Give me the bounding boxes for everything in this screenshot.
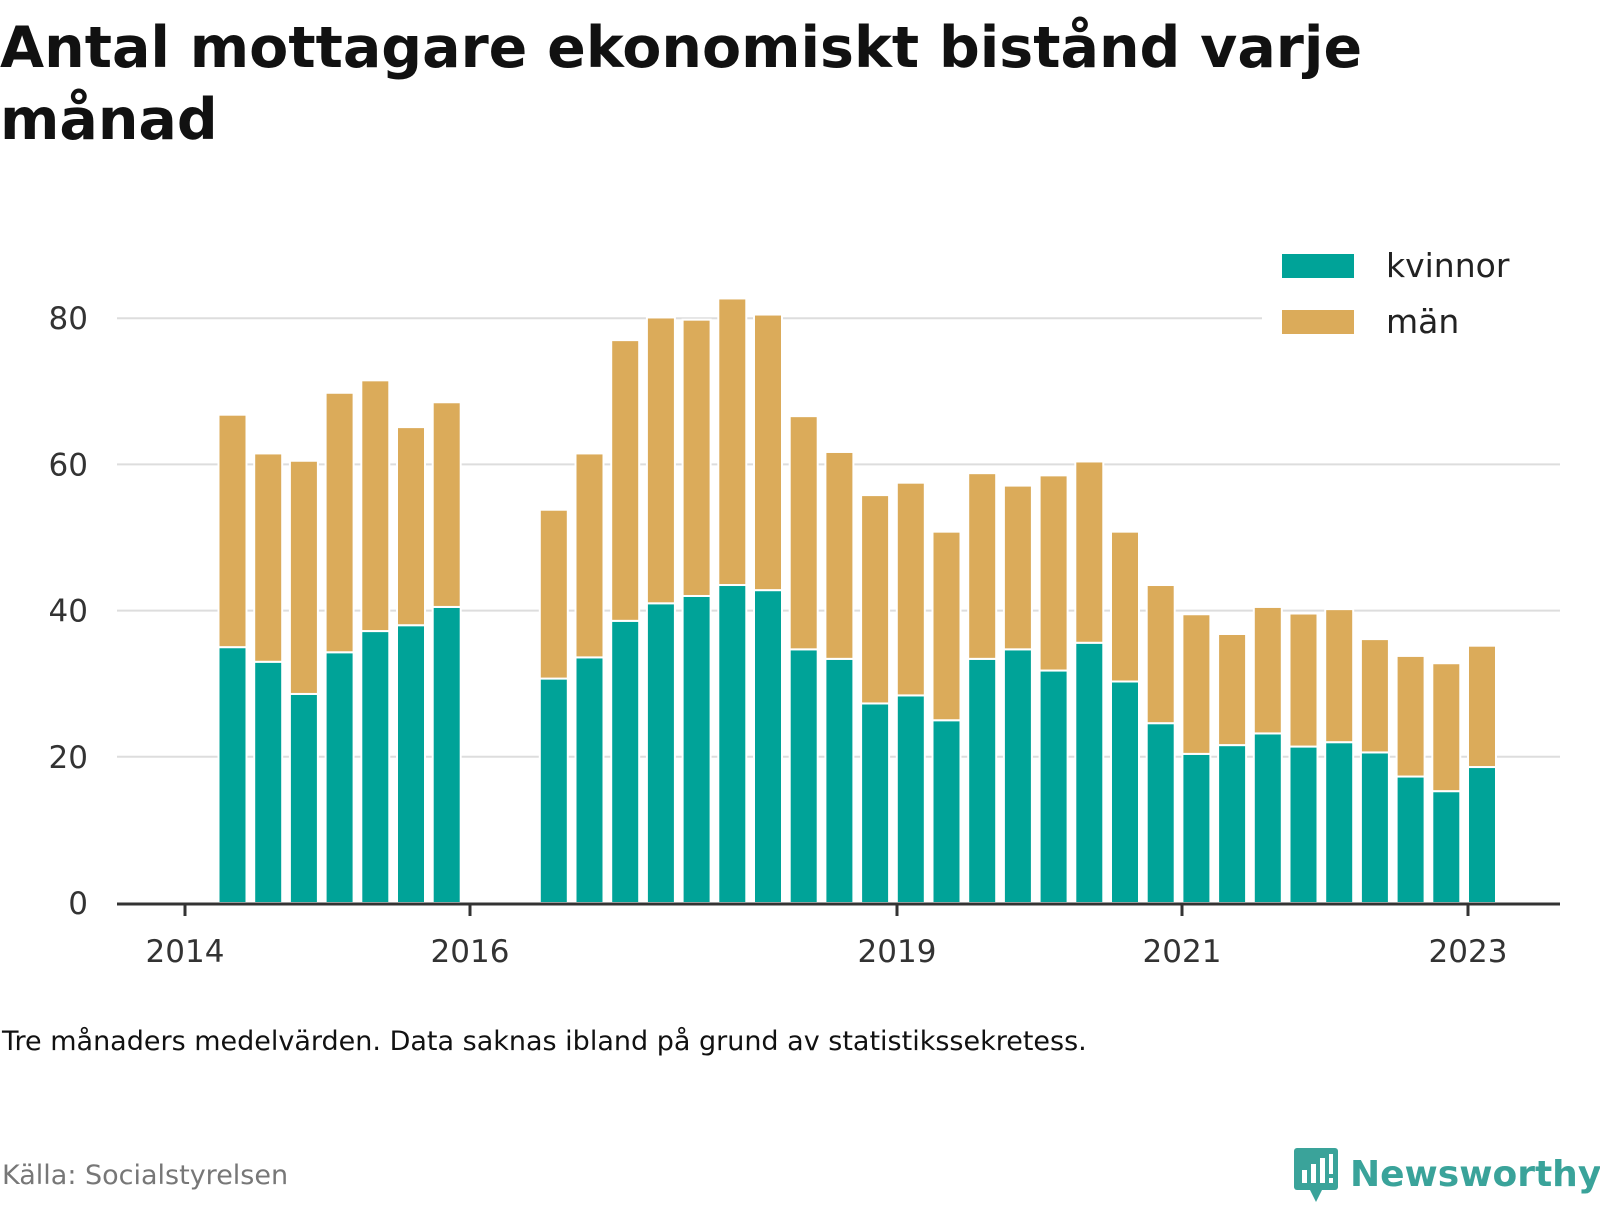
bar-kvinnor: [931, 719, 962, 904]
bar-kvinnor: [753, 589, 783, 905]
source-label: Källa: Socialstyrelsen: [2, 1160, 289, 1191]
bar-kvinnor: [681, 594, 712, 904]
bar-man: [931, 530, 962, 722]
chart-note: Tre månaders medelvärden. Data saknas ib…: [2, 1026, 1087, 1057]
bar-man: [610, 339, 641, 622]
legend-label: kvinnor: [1386, 246, 1510, 285]
newsworthy-logo-text: Newsworthy: [1350, 1153, 1600, 1195]
bar-kvinnor: [1395, 775, 1426, 904]
y-tick-label: 60: [49, 447, 88, 483]
legend-swatch: [1282, 254, 1354, 278]
y-tick-label: 40: [49, 594, 88, 630]
stacked-bar-chart: 0 20 40 60 80 2014 2016 2019 2021 2023 kvinnor mä…: [48, 240, 1562, 970]
bar-kvinnor: [1145, 722, 1176, 905]
bar-man: [324, 391, 355, 654]
bar-kvinnor: [717, 584, 748, 904]
bar-kvinnor: [1074, 641, 1105, 904]
newsworthy-logo: Newsworthy: [1292, 1142, 1600, 1206]
bar-man: [574, 452, 605, 659]
bar-man: [681, 318, 712, 597]
bar-kvinnor: [1252, 732, 1283, 905]
x-tick-label: 2021: [1143, 934, 1222, 970]
bar-man: [824, 450, 855, 660]
bar-kvinnor: [288, 692, 319, 905]
x-tick-label: 2014: [146, 934, 225, 970]
bar-man: [1467, 644, 1497, 769]
bar-kvinnor: [324, 651, 355, 905]
bar-man: [431, 401, 462, 608]
x-tick-label: 2016: [431, 934, 510, 970]
bar-kvinnor: [788, 648, 819, 905]
newsworthy-logo-icon: [1294, 1148, 1338, 1202]
bar-kvinnor: [860, 702, 891, 905]
legend-label: män: [1386, 302, 1459, 341]
bar-man: [645, 316, 676, 605]
bar-man: [288, 459, 319, 695]
y-axis-labels: 0 20 40 60 80: [49, 301, 88, 922]
bar-kvinnor: [1002, 648, 1033, 905]
bar-kvinnor: [396, 624, 426, 904]
bar-man: [1110, 530, 1140, 683]
bar-man: [1145, 584, 1176, 725]
x-tick-label: 2023: [1429, 934, 1508, 970]
bar-man: [538, 508, 569, 680]
bar-kvinnor: [1217, 744, 1248, 904]
bar-kvinnor: [1431, 790, 1462, 904]
bar-kvinnor: [967, 657, 998, 905]
bar-man: [1359, 638, 1390, 754]
bar-kvinnor: [824, 657, 855, 905]
bar-man: [253, 452, 284, 663]
bar-kvinnor: [1288, 745, 1319, 904]
bar-kvinnor: [1038, 669, 1069, 904]
chart-title: Antal mottagare ekonomiskt bistånd varje…: [0, 15, 1363, 153]
bar-man: [967, 472, 998, 660]
bar-man: [717, 297, 748, 587]
bar-kvinnor: [574, 656, 605, 904]
bar-kvinnor: [1467, 766, 1497, 904]
bar-man: [1038, 474, 1069, 672]
bar-man: [788, 415, 819, 651]
bar-man: [1074, 460, 1105, 644]
bar-kvinnor: [360, 630, 391, 904]
bar-man: [1431, 662, 1462, 793]
bar-kvinnor: [1110, 680, 1140, 905]
bar-man: [1181, 613, 1212, 755]
bar-kvinnor: [1359, 751, 1390, 904]
legend: kvinnor män: [1262, 240, 1562, 344]
bar-man: [1288, 612, 1319, 748]
bar-man: [895, 481, 926, 697]
y-tick-label: 20: [49, 740, 88, 776]
bar-man: [753, 313, 783, 592]
bar-kvinnor: [538, 677, 569, 905]
bar-man: [1324, 608, 1355, 744]
legend-swatch: [1282, 310, 1354, 334]
bar-kvinnor: [217, 646, 248, 905]
bar-man: [1252, 605, 1283, 735]
bars: [217, 297, 1497, 905]
bar-man: [860, 494, 891, 705]
y-tick-label: 80: [49, 301, 88, 337]
bar-man: [1002, 484, 1033, 651]
bar-kvinnor: [431, 605, 462, 904]
bar-man: [217, 413, 248, 649]
y-tick-label: 0: [68, 886, 88, 922]
bar-kvinnor: [253, 660, 284, 905]
x-tick-label: 2019: [858, 934, 937, 970]
bar-kvinnor: [1324, 741, 1355, 904]
bar-kvinnor: [895, 694, 926, 904]
bar-man: [396, 426, 426, 627]
bar-kvinnor: [610, 619, 641, 904]
bar-man: [1217, 632, 1248, 747]
bar-kvinnor: [1181, 752, 1212, 904]
bar-man: [1395, 654, 1426, 778]
bar-man: [360, 379, 391, 633]
bar-kvinnor: [645, 602, 676, 904]
x-axis: 2014 2016 2019 2021 2023: [117, 902, 1560, 970]
